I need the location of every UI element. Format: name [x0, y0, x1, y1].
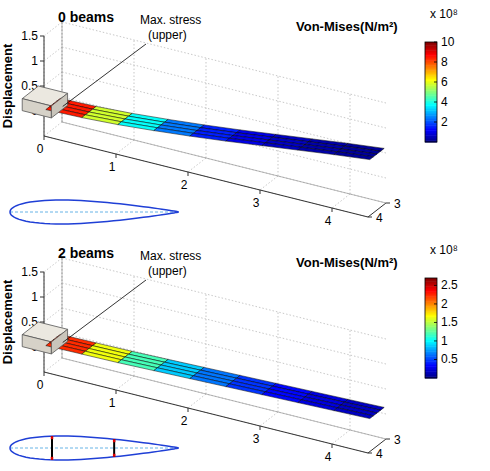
svg-text:Von-Mises(N/m²): Von-Mises(N/m²) — [296, 19, 398, 34]
svg-text:1.5: 1.5 — [441, 315, 458, 329]
svg-text:0: 0 — [37, 378, 44, 392]
svg-text:8: 8 — [441, 55, 448, 69]
svg-text:4: 4 — [441, 95, 448, 109]
svg-text:1: 1 — [109, 396, 116, 410]
svg-text:x 10⁸: x 10⁸ — [430, 243, 458, 257]
svg-text:0.5: 0.5 — [21, 79, 38, 93]
svg-text:2: 2 — [181, 178, 188, 192]
svg-text:1: 1 — [31, 290, 38, 304]
svg-text:2: 2 — [181, 414, 188, 428]
svg-text:3: 3 — [253, 196, 260, 210]
svg-text:Max. stress: Max. stress — [140, 13, 201, 27]
svg-text:4: 4 — [376, 211, 383, 225]
svg-text:1: 1 — [441, 334, 448, 348]
svg-text:x 10⁸: x 10⁸ — [430, 7, 458, 21]
svg-text:0.5: 0.5 — [21, 315, 38, 329]
svg-text:6: 6 — [441, 75, 448, 89]
svg-text:1: 1 — [109, 160, 116, 174]
svg-text:Displacement: Displacement — [0, 43, 15, 128]
svg-text:2: 2 — [441, 115, 448, 129]
svg-text:4: 4 — [325, 214, 332, 228]
svg-text:(upper): (upper) — [148, 264, 187, 278]
svg-text:2.5: 2.5 — [441, 278, 458, 292]
svg-text:Von-Mises(N/m²): Von-Mises(N/m²) — [296, 255, 398, 270]
svg-text:10: 10 — [441, 35, 455, 49]
svg-text:1.5: 1.5 — [21, 29, 38, 43]
svg-text:(upper): (upper) — [148, 28, 187, 42]
svg-text:2: 2 — [441, 297, 448, 311]
svg-text:Displacement: Displacement — [0, 279, 15, 364]
svg-text:4: 4 — [376, 447, 383, 461]
svg-text:1.5: 1.5 — [21, 265, 38, 279]
svg-text:Max. stress: Max. stress — [140, 249, 201, 263]
svg-text:3: 3 — [253, 432, 260, 446]
svg-text:0: 0 — [37, 142, 44, 156]
svg-text:0 beams: 0 beams — [58, 9, 114, 25]
svg-text:1: 1 — [31, 54, 38, 68]
svg-text:3: 3 — [394, 197, 401, 211]
svg-text:4: 4 — [325, 450, 332, 464]
svg-text:2 beams: 2 beams — [58, 245, 114, 261]
svg-text:0.5: 0.5 — [441, 352, 458, 366]
svg-text:3: 3 — [394, 433, 401, 447]
